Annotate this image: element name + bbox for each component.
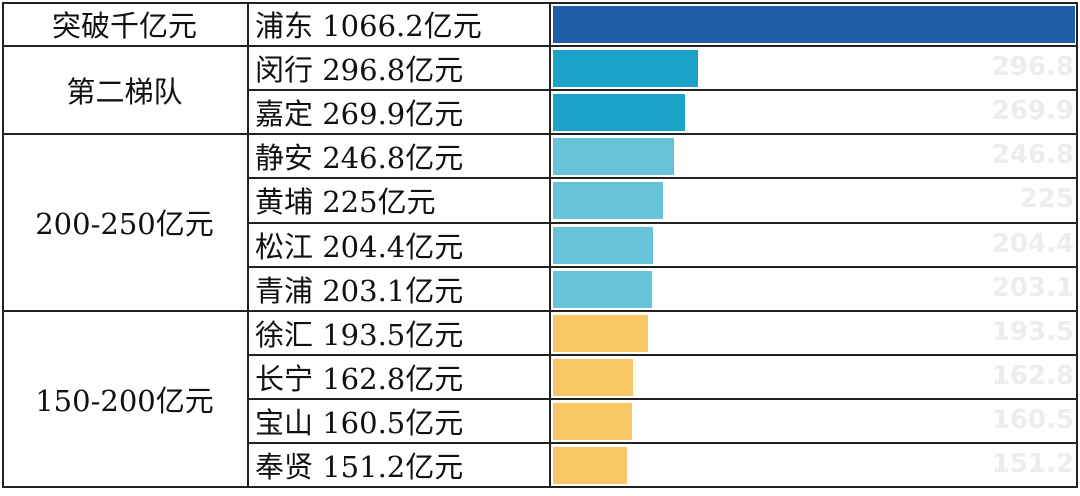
row-label: 松江 204.4亿元 bbox=[255, 229, 464, 264]
row-divider bbox=[247, 265, 1078, 268]
row-label: 徐汇 193.5亿元 bbox=[255, 317, 464, 352]
value-label: 203.1 bbox=[991, 272, 1074, 303]
group-label: 200-250亿元 bbox=[35, 207, 214, 242]
value-label: 246.8 bbox=[991, 140, 1074, 171]
row-label: 黄埔 225亿元 bbox=[255, 185, 436, 220]
value-label: 162.8 bbox=[991, 360, 1074, 391]
bar bbox=[553, 314, 648, 352]
column-divider bbox=[549, 2, 551, 488]
row-label: 浦东 1066.2亿元 bbox=[255, 9, 482, 44]
group-label: 第二梯队 bbox=[66, 75, 183, 110]
bar bbox=[553, 94, 686, 132]
value-label: 193.5 bbox=[991, 316, 1074, 347]
bar bbox=[553, 226, 654, 264]
value-label: 296.8 bbox=[991, 52, 1074, 83]
table-top-border bbox=[2, 2, 1078, 4]
value-label: 204.4 bbox=[991, 228, 1074, 259]
bar bbox=[553, 270, 653, 308]
table-bottom-border bbox=[2, 486, 1078, 489]
bar bbox=[553, 6, 1075, 44]
group-label: 突破千亿元 bbox=[51, 9, 197, 44]
row-label: 静安 246.8亿元 bbox=[255, 141, 464, 176]
group-divider bbox=[2, 309, 1078, 312]
table-right-border bbox=[1076, 2, 1078, 488]
row-divider bbox=[247, 221, 1078, 224]
group-label: 150-200亿元 bbox=[35, 383, 214, 418]
bar bbox=[553, 182, 664, 220]
bar bbox=[553, 358, 633, 396]
row-divider bbox=[247, 353, 1078, 356]
row-label: 青浦 203.1亿元 bbox=[255, 273, 464, 308]
row-label: 宝山 160.5亿元 bbox=[255, 405, 464, 440]
group-divider bbox=[2, 45, 1078, 48]
row-divider bbox=[247, 397, 1078, 400]
row-label: 闵行 296.8亿元 bbox=[255, 53, 464, 88]
value-label: 151.2 bbox=[991, 449, 1074, 479]
bar bbox=[553, 447, 628, 485]
bar bbox=[553, 402, 632, 440]
row-divider bbox=[247, 442, 1078, 444]
value-label: 269.9 bbox=[991, 96, 1074, 127]
row-label: 嘉定 269.9亿元 bbox=[255, 97, 464, 132]
table-left-border bbox=[2, 2, 4, 488]
value-label: 160.5 bbox=[991, 404, 1074, 435]
bar bbox=[553, 50, 699, 88]
bar bbox=[553, 138, 674, 176]
group-divider bbox=[2, 133, 1078, 136]
row-divider bbox=[247, 89, 1078, 92]
column-divider bbox=[247, 2, 249, 488]
value-label: 225 bbox=[1019, 184, 1074, 215]
row-label: 奉贤 151.2亿元 bbox=[255, 450, 464, 485]
row-divider bbox=[247, 177, 1078, 180]
row-label: 长宁 162.8亿元 bbox=[255, 361, 464, 396]
